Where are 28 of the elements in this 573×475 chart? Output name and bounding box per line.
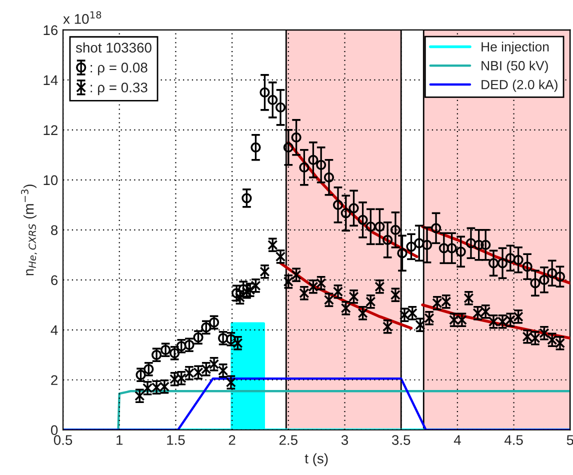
x-tick-label: 1.5 <box>167 435 185 445</box>
legend-label: : ρ = 0.08 <box>90 62 148 76</box>
x-tick-label: 2 <box>228 435 236 445</box>
text: x 10$^{18}$ <box>63 11 102 24</box>
x-tick-label: 4 <box>454 435 461 445</box>
x-tick-label: 5 <box>566 435 573 445</box>
x-axis-title: t (s) <box>304 453 328 466</box>
x-tick-label: 0.5 <box>54 435 72 445</box>
x-tick-label: 1 <box>116 435 123 445</box>
x-tick-label: 3 <box>341 435 348 445</box>
legend-title: shot 103360 <box>76 42 152 53</box>
x-tick-label: 2.5 <box>279 435 298 445</box>
x-tick-label: 3.5 <box>392 435 410 445</box>
y-tick-label: 10 <box>44 175 58 186</box>
legend-label: NBI (50 kV) <box>482 60 548 73</box>
y-tick-label: 16 <box>44 25 58 36</box>
y-tick-label: 4 <box>50 325 58 335</box>
y-tick-label: 8 <box>51 225 58 236</box>
y-axis-title: n$_{He,CXRS}$ (m$^{−3}$) <box>21 184 37 276</box>
legend-label: DED (2.0 kA) <box>482 80 558 92</box>
y-tick-label: 6 <box>51 275 58 286</box>
y-tick-label: 2 <box>51 375 58 385</box>
y-tick-label: 0 <box>50 425 58 436</box>
y-tick-label: 12 <box>44 125 58 135</box>
legend-label: : ρ = 0.33 <box>90 82 148 96</box>
legend-label: He injection <box>482 42 549 54</box>
x-tick-label: 4.5 <box>504 435 523 445</box>
y-tick-label: 14 <box>44 75 58 85</box>
